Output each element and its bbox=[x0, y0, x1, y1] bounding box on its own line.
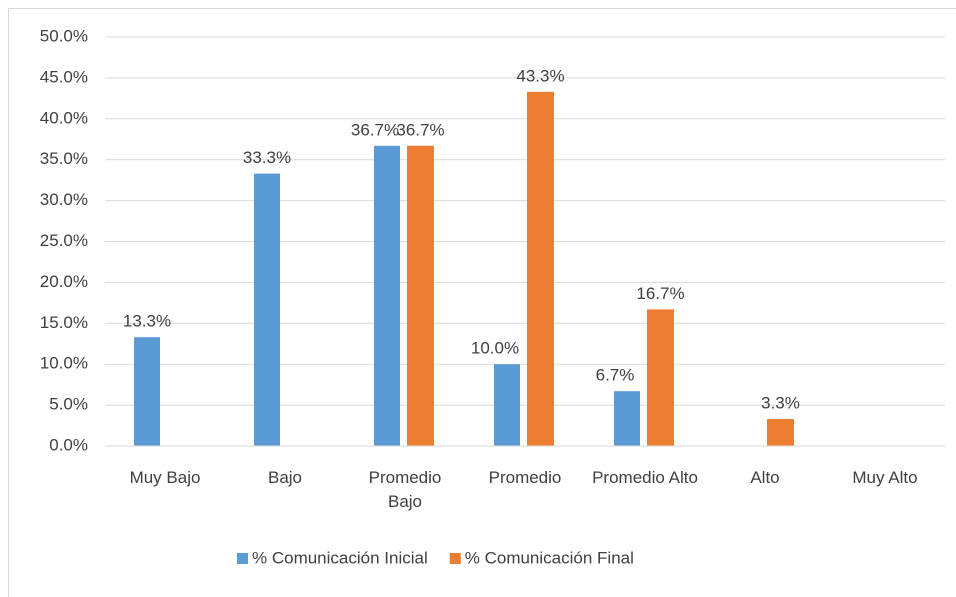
legend-swatch bbox=[237, 553, 248, 564]
bar bbox=[527, 91, 554, 446]
y-tick-label: 10.0% bbox=[40, 354, 88, 373]
bar bbox=[374, 145, 400, 446]
y-tick-label: 45.0% bbox=[40, 67, 88, 86]
x-tick-label: Muy Bajo bbox=[129, 468, 201, 487]
x-tick-label: Muy Alto bbox=[852, 468, 918, 487]
legend-label: % Comunicación Inicial bbox=[252, 548, 428, 567]
x-tick-label: Alto bbox=[750, 468, 780, 487]
bar bbox=[407, 145, 434, 446]
data-label: 36.7% bbox=[396, 120, 444, 139]
y-tick-label: 40.0% bbox=[40, 108, 88, 127]
data-label: 6.7% bbox=[596, 366, 635, 385]
data-label: 36.7% bbox=[351, 120, 399, 139]
y-tick-label: 30.0% bbox=[40, 190, 88, 209]
chart-border bbox=[8, 8, 956, 597]
y-tick-label: 50.0% bbox=[40, 26, 88, 45]
data-label: 10.0% bbox=[471, 339, 519, 358]
x-tick-label: Promedio bbox=[488, 468, 562, 487]
data-label: 43.3% bbox=[516, 66, 564, 85]
legend-swatch bbox=[449, 553, 461, 564]
bar bbox=[254, 173, 280, 446]
bar bbox=[494, 364, 520, 446]
y-tick-label: 0.0% bbox=[49, 435, 88, 454]
legend-label: % Comunicación Final bbox=[465, 548, 634, 567]
x-tick-label: Promedio Alto bbox=[592, 468, 698, 487]
y-tick-label: 5.0% bbox=[49, 395, 88, 414]
x-tick-label: Promedio Bajo bbox=[368, 468, 442, 511]
y-tick-label: 35.0% bbox=[40, 149, 88, 168]
bar bbox=[767, 419, 794, 446]
y-tick-label: 25.0% bbox=[40, 231, 88, 250]
data-label: 33.3% bbox=[243, 148, 291, 167]
data-label: 13.3% bbox=[123, 312, 171, 331]
data-label: 3.3% bbox=[761, 393, 800, 412]
bar bbox=[134, 337, 160, 446]
y-tick-label: 15.0% bbox=[40, 313, 88, 332]
bar bbox=[614, 391, 640, 446]
data-label: 16.7% bbox=[636, 284, 684, 303]
x-tick-label: Bajo bbox=[267, 468, 303, 487]
y-tick-label: 20.0% bbox=[40, 272, 88, 291]
bar bbox=[647, 309, 674, 446]
